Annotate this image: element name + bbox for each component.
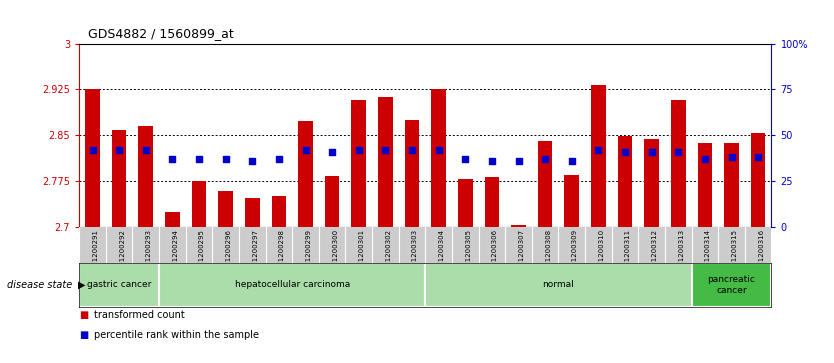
Bar — [485, 177, 500, 227]
Bar — [671, 100, 686, 227]
Bar — [565, 175, 579, 227]
Bar — [618, 136, 632, 227]
Text: GSM1200292: GSM1200292 — [119, 229, 125, 276]
Text: ▶: ▶ — [78, 280, 85, 290]
Text: GSM1200308: GSM1200308 — [545, 229, 551, 276]
Point — [139, 147, 153, 153]
Bar — [272, 196, 286, 227]
Text: transformed count: transformed count — [94, 310, 185, 321]
Bar — [697, 143, 712, 227]
Point — [379, 147, 392, 153]
Bar — [378, 97, 393, 227]
Text: normal: normal — [543, 281, 575, 289]
Text: GSM1200295: GSM1200295 — [199, 229, 205, 276]
Text: GSM1200306: GSM1200306 — [492, 229, 498, 276]
Bar — [85, 89, 100, 227]
Point — [539, 156, 552, 162]
Text: GSM1200307: GSM1200307 — [519, 229, 525, 276]
Text: GSM1200294: GSM1200294 — [173, 229, 178, 276]
Text: GSM1200305: GSM1200305 — [465, 229, 471, 276]
Text: GSM1200291: GSM1200291 — [93, 229, 98, 276]
Bar — [538, 141, 552, 227]
Point — [485, 158, 499, 164]
Bar — [245, 197, 259, 227]
Point — [591, 147, 605, 153]
Text: GDS4882 / 1560899_at: GDS4882 / 1560899_at — [88, 27, 234, 40]
Bar — [165, 212, 180, 227]
Text: GSM1200313: GSM1200313 — [678, 229, 684, 276]
Text: GSM1200314: GSM1200314 — [705, 229, 711, 276]
Point — [645, 149, 658, 155]
Bar — [324, 176, 339, 227]
Point — [352, 147, 365, 153]
Point — [113, 147, 126, 153]
Text: GSM1200299: GSM1200299 — [305, 229, 312, 276]
Bar — [351, 100, 366, 227]
Text: disease state: disease state — [7, 280, 75, 290]
Bar — [112, 130, 127, 227]
Bar — [645, 139, 659, 227]
Point — [618, 149, 631, 155]
Point — [432, 147, 445, 153]
Text: GSM1200316: GSM1200316 — [758, 229, 764, 276]
Text: pancreatic
cancer: pancreatic cancer — [707, 275, 756, 295]
Bar — [138, 126, 153, 227]
Point — [272, 156, 285, 162]
Text: GSM1200298: GSM1200298 — [279, 229, 285, 276]
Bar — [159, 263, 425, 307]
Bar — [691, 263, 771, 307]
Text: ■: ■ — [79, 330, 88, 340]
Bar — [751, 133, 766, 227]
Text: hepatocellular carcinoma: hepatocellular carcinoma — [234, 281, 349, 289]
Point — [671, 149, 685, 155]
Text: GSM1200309: GSM1200309 — [572, 229, 578, 276]
Point — [193, 156, 206, 162]
Point — [219, 156, 233, 162]
Text: GSM1200315: GSM1200315 — [731, 229, 737, 276]
Bar — [219, 191, 233, 227]
Point — [325, 149, 339, 155]
Text: GSM1200300: GSM1200300 — [332, 229, 338, 276]
Bar — [425, 263, 691, 307]
Bar — [591, 85, 605, 227]
Text: GSM1200293: GSM1200293 — [146, 229, 152, 276]
Text: gastric cancer: gastric cancer — [87, 281, 151, 289]
Text: percentile rank within the sample: percentile rank within the sample — [94, 330, 259, 340]
Bar — [404, 120, 420, 227]
Bar — [79, 263, 159, 307]
Point — [405, 147, 419, 153]
Text: ■: ■ — [79, 310, 88, 321]
Bar — [431, 89, 446, 227]
Text: GSM1200303: GSM1200303 — [412, 229, 418, 276]
Text: GSM1200302: GSM1200302 — [385, 229, 391, 276]
Bar — [458, 179, 473, 227]
Point — [751, 154, 765, 160]
Text: GSM1200311: GSM1200311 — [625, 229, 631, 276]
Text: GSM1200296: GSM1200296 — [226, 229, 232, 276]
Point — [86, 147, 99, 153]
Text: GSM1200310: GSM1200310 — [599, 229, 605, 276]
Point — [166, 156, 179, 162]
Bar — [724, 143, 739, 227]
Text: GSM1200304: GSM1200304 — [439, 229, 445, 276]
Text: GSM1200312: GSM1200312 — [651, 229, 658, 276]
Point — [698, 156, 711, 162]
Point — [245, 158, 259, 164]
Bar — [192, 181, 206, 227]
Point — [565, 158, 579, 164]
Point — [459, 156, 472, 162]
Text: GSM1200301: GSM1200301 — [359, 229, 364, 276]
Bar — [299, 121, 313, 227]
Text: GSM1200297: GSM1200297 — [252, 229, 259, 276]
Bar — [511, 225, 526, 227]
Point — [299, 147, 312, 153]
Point — [512, 158, 525, 164]
Point — [725, 154, 738, 160]
